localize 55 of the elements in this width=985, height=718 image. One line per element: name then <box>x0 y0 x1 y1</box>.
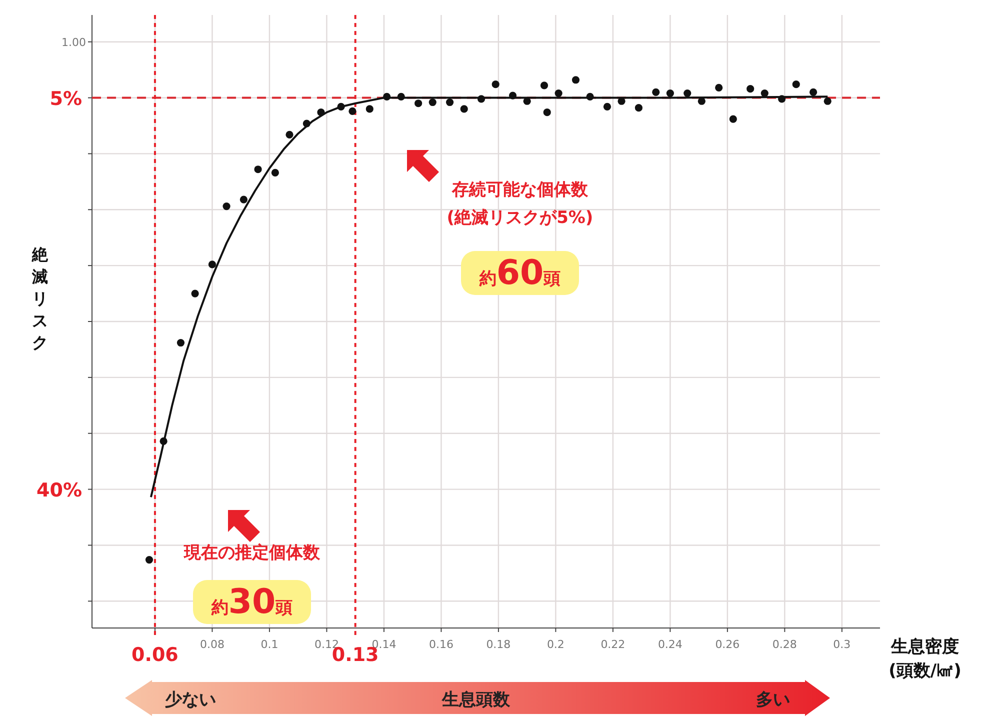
point <box>348 107 356 115</box>
point <box>603 102 612 111</box>
point <box>543 108 551 116</box>
point <box>554 90 562 98</box>
point <box>666 90 674 98</box>
point <box>684 90 692 98</box>
text: 1.00 <box>62 36 86 49</box>
point <box>254 166 262 174</box>
point <box>428 98 436 106</box>
y-tick-label: 5% <box>50 88 82 110</box>
x-tick-label: 0.16 <box>428 638 454 651</box>
point <box>746 85 754 93</box>
point <box>792 80 800 88</box>
point <box>208 260 216 268</box>
point <box>634 104 643 112</box>
x-tick-label: 0.08 <box>200 638 224 651</box>
point <box>729 115 737 123</box>
x-tick-label: 0.26 <box>715 638 740 651</box>
point <box>572 76 580 84</box>
x-tick-label: 0.24 <box>658 638 682 651</box>
point <box>240 196 248 204</box>
x-tick-label: 0.2 <box>546 638 564 651</box>
point <box>652 88 660 96</box>
point <box>492 80 500 88</box>
point <box>366 105 374 113</box>
x-tick-label: 0.3 <box>833 638 851 651</box>
text: 少ない <box>165 690 216 710</box>
annotation: 存続可能な個体数 (絶滅リスクが5%) <box>446 180 594 228</box>
point <box>145 556 154 564</box>
point <box>824 97 832 105</box>
point <box>715 84 723 92</box>
point <box>176 338 185 347</box>
point <box>760 90 768 98</box>
point <box>271 168 279 177</box>
y-axis-title: 絶滅リスク <box>31 245 49 352</box>
x-tick-label: 0.18 <box>486 638 511 651</box>
point <box>540 82 548 90</box>
point <box>222 202 230 210</box>
annotation: 約30頭 <box>210 582 293 622</box>
text: 生息頭数 <box>441 690 511 710</box>
x-tick-label: 0.28 <box>772 638 797 651</box>
x-tick-label: 0.1 <box>260 638 278 651</box>
x-axis-title: 生息密度 (頭数/㎢) <box>888 637 962 681</box>
annotation: 現在の推定個体数 <box>183 543 321 563</box>
point <box>446 98 454 106</box>
y-tick-label: 40% <box>36 479 82 502</box>
point <box>414 100 422 108</box>
ref-line-label: 0.06 <box>132 644 178 666</box>
point <box>286 130 294 138</box>
point <box>810 88 818 96</box>
point <box>191 290 199 298</box>
text: 多い <box>756 690 790 710</box>
annotation: 約60頭 <box>478 253 561 293</box>
x-tick-label: 0.22 <box>600 638 626 651</box>
point <box>460 105 468 113</box>
